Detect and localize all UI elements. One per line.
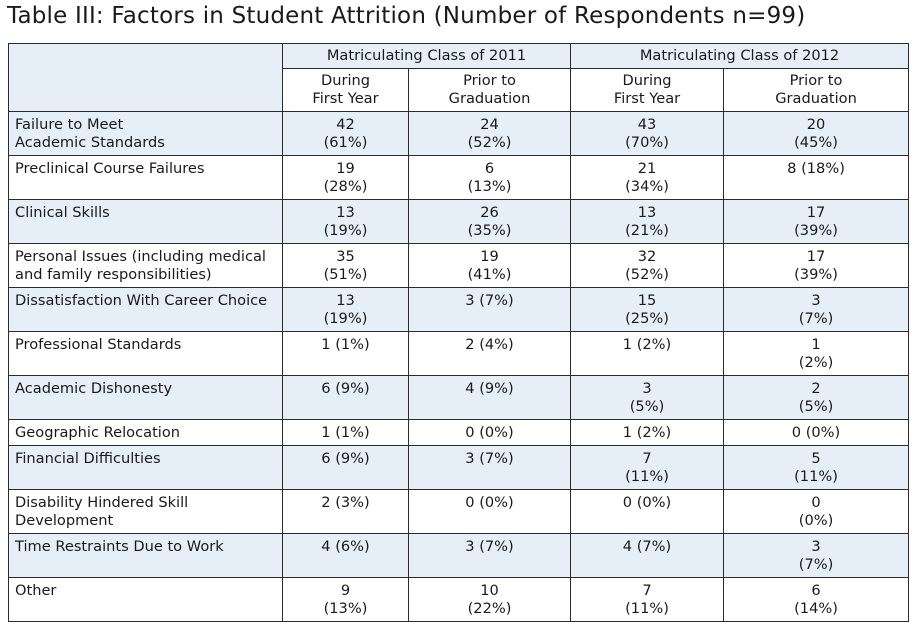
factor-cell: Geographic Relocation — [8, 419, 283, 446]
table-row: Academic Dishonesty 6 (9%) 4 (9%) 3 (5%) 2 (5%… — [8, 375, 910, 420]
value-cell: 0 (0%) — [723, 419, 910, 446]
value-cell: 6 (9%) — [282, 375, 409, 420]
value-cell: 15 (25%) — [570, 287, 725, 332]
value-cell: 32 (52%) — [570, 243, 725, 288]
factor-cell: Preclinical Course Failures — [8, 155, 283, 200]
value-cell: 21 (34%) — [570, 155, 725, 200]
value-cell: 1 (2%) — [723, 331, 910, 376]
value-cell: 0 (0%) — [570, 489, 725, 534]
factor-cell: Clinical Skills — [8, 199, 283, 244]
value-cell: 0 (0%) — [407, 489, 572, 534]
value-cell: 2 (3%) — [282, 489, 409, 534]
group-header-2012: Matriculating Class of 2012 — [570, 43, 910, 69]
table-row: Clinical Skills 13 (19%) 26 (35%) 13 (21%) 17 (3… — [8, 199, 910, 244]
value-cell: 42 (61%) — [282, 111, 409, 156]
table-row: Preclinical Course Failures 19 (28%) 6 (13%)… — [8, 155, 910, 200]
value-cell: 4 (6%) — [282, 533, 409, 578]
value-cell: 7 (11%) — [570, 577, 725, 622]
value-cell: 17 (39%) — [723, 243, 910, 288]
value-cell: 3 (7%) — [407, 287, 572, 332]
value-cell: 24 (52%) — [407, 111, 572, 156]
value-cell: 2 (5%) — [723, 375, 910, 420]
value-cell: 19 (28%) — [282, 155, 409, 200]
value-cell: 3 (7%) — [407, 533, 572, 578]
table-row: Personal Issues (including medical and fa… — [8, 243, 910, 288]
attrition-table: Matriculating Class of 2011 Matriculatin… — [8, 43, 910, 622]
value-cell: 17 (39%) — [723, 199, 910, 244]
table-row: Dissatisfaction With Career Choice 13 (19%… — [8, 287, 910, 332]
subheader-2011-prior-graduation: Prior to Graduation — [407, 68, 572, 112]
value-cell: 6 (13%) — [407, 155, 572, 200]
table-row: Professional Standards 1 (1%) 2 (4%) 1 (2%)… — [8, 331, 910, 376]
value-cell: 6 (9%) — [282, 445, 409, 490]
factor-cell: Disability Hindered Skill Development — [8, 489, 283, 534]
subheader-2011-first-year: During First Year — [282, 68, 409, 112]
value-cell: 1 (2%) — [570, 331, 725, 376]
value-cell: 5 (11%) — [723, 445, 910, 490]
factor-cell: Dissatisfaction With Career Choice — [8, 287, 283, 332]
value-cell: 3 (7%) — [407, 445, 572, 490]
table-body: Failure to Meet Academic Standards 42 (61%)… — [8, 111, 910, 622]
factor-header-cell — [8, 43, 283, 112]
value-cell: 0 (0%) — [723, 489, 910, 534]
table-row: Financial Difficulties 6 (9%) 3 (7%) 7 (11%)… — [8, 445, 910, 490]
value-cell: 4 (9%) — [407, 375, 572, 420]
value-cell: 0 (0%) — [407, 419, 572, 446]
factor-cell: Failure to Meet Academic Standards — [8, 111, 283, 156]
value-cell: 2 (4%) — [407, 331, 572, 376]
value-cell: 7 (11%) — [570, 445, 725, 490]
value-cell: 13 (21%) — [570, 199, 725, 244]
value-cell: 1 (1%) — [282, 331, 409, 376]
value-cell: 43 (70%) — [570, 111, 725, 156]
value-cell: 3 (7%) — [723, 533, 910, 578]
group-header-row: Matriculating Class of 2011 Matriculatin… — [8, 43, 910, 112]
value-cell: 1 (1%) — [282, 419, 409, 446]
value-cell: 26 (35%) — [407, 199, 572, 244]
value-cell: 13 (19%) — [282, 287, 409, 332]
value-cell: 19 (41%) — [407, 243, 572, 288]
value-cell: 35 (51%) — [282, 243, 409, 288]
value-cell: 4 (7%) — [570, 533, 725, 578]
table-row: Time Restraints Due to Work 4 (6%) 3 (7%) 4… — [8, 533, 910, 578]
table-row: Failure to Meet Academic Standards 42 (61%)… — [8, 111, 910, 156]
subheader-2012-prior-graduation: Prior to Graduation — [723, 68, 910, 112]
factor-cell: Academic Dishonesty — [8, 375, 283, 420]
table-row: Geographic Relocation 1 (1%) 0 (0%) 1 (2%) 0… — [8, 419, 910, 446]
value-cell: 20 (45%) — [723, 111, 910, 156]
table-title: Table III: Factors in Student Attrition … — [7, 3, 806, 29]
group-header-2011: Matriculating Class of 2011 — [281, 43, 572, 69]
subheader-2012-first-year: During First Year — [570, 68, 725, 112]
value-cell: 8 (18%) — [723, 155, 910, 200]
factor-cell: Time Restraints Due to Work — [8, 533, 283, 578]
value-cell: 1 (2%) — [570, 419, 725, 446]
factor-cell: Professional Standards — [8, 331, 283, 376]
value-cell: 3 (5%) — [570, 375, 725, 420]
value-cell: 3 (7%) — [723, 287, 910, 332]
value-cell: 10 (22%) — [407, 577, 572, 622]
subheader-row: During First Year Prior to Graduation Du… — [9, 68, 910, 112]
value-cell: 13 (19%) — [282, 199, 409, 244]
table-row: Other 9 (13%) 10 (22%) 7 (11%) 6 (14%) — [8, 577, 910, 622]
value-cell: 9 (13%) — [282, 577, 409, 622]
factor-cell: Financial Difficulties — [8, 445, 283, 490]
factor-cell: Personal Issues (including medical and fa… — [8, 243, 283, 288]
factor-cell: Other — [8, 577, 283, 622]
table-row: Disability Hindered Skill Development 2 (3… — [8, 489, 910, 534]
value-cell: 6 (14%) — [723, 577, 910, 622]
